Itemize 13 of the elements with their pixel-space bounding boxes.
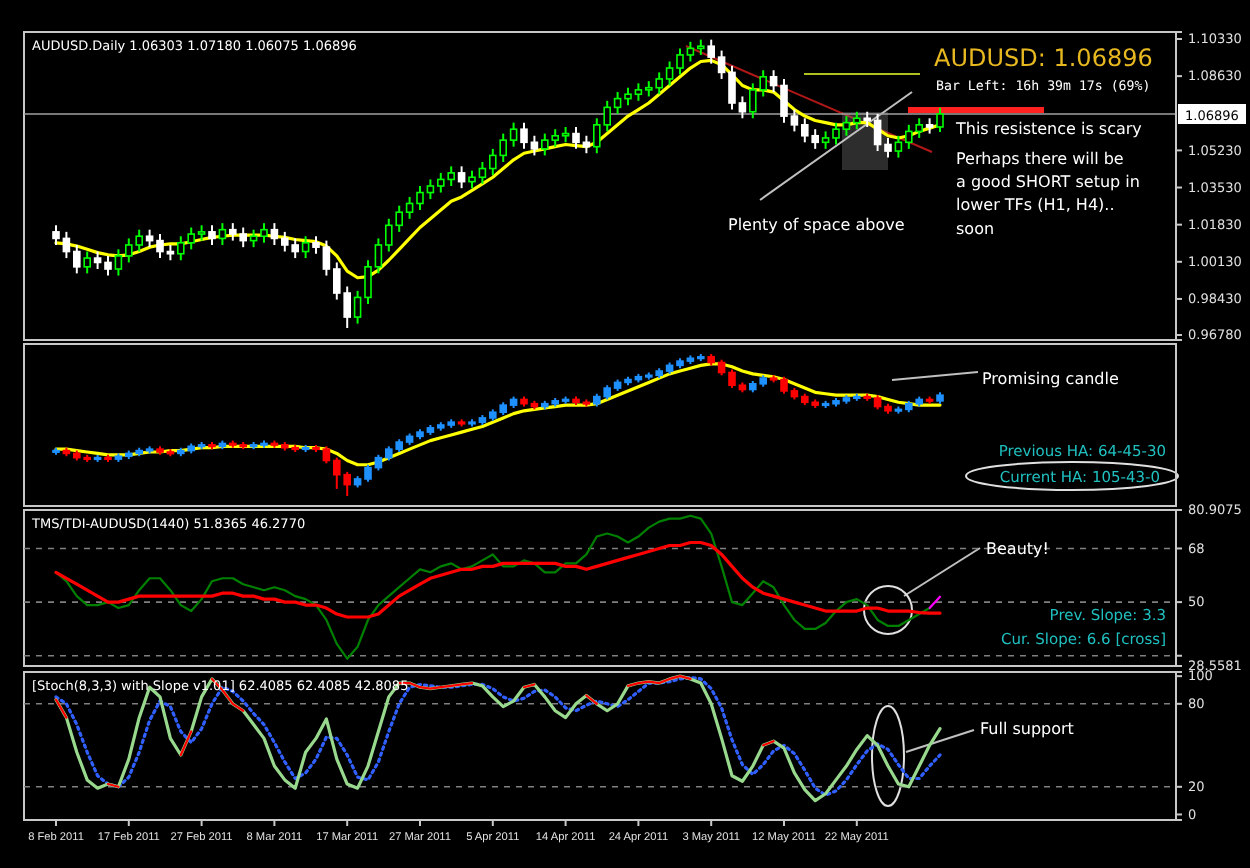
candlestick	[218, 222, 227, 246]
text: Beauty!	[986, 540, 1049, 558]
text: This resistence is scary	[954, 120, 1143, 138]
annotation: Plenty of space above	[728, 216, 905, 234]
text: Full support	[980, 720, 1074, 738]
candlestick	[83, 250, 91, 275]
candlestick	[301, 235, 310, 260]
annotation: AUDUSD: 1.06896	[934, 44, 1153, 72]
candlestick	[457, 165, 466, 190]
candlestick	[936, 106, 944, 133]
text: Perhaps there will be a good SHORT setup in lower TFs (H1, H4).. soon	[956, 150, 1140, 238]
candlestick	[208, 224, 216, 246]
text: Promising candle	[982, 370, 1119, 388]
